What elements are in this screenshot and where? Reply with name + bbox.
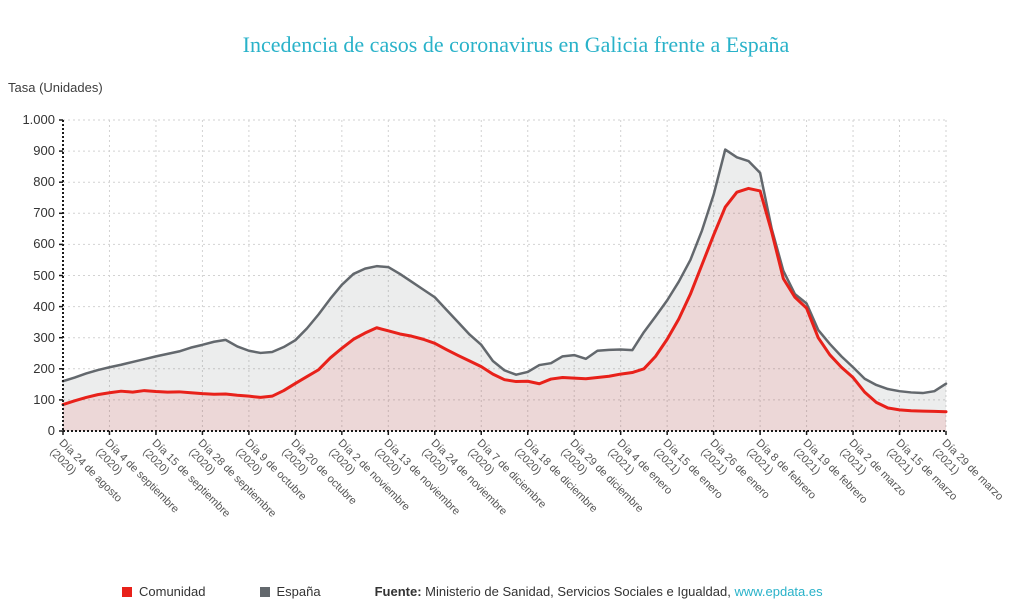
espana-swatch-icon (259, 586, 270, 597)
y-tick-label: 900 (33, 143, 55, 159)
epdata-link[interactable]: www.epdata.es (734, 584, 823, 599)
y-tick-label: 1.000 (22, 112, 55, 127)
y-tick-label: 700 (33, 205, 55, 221)
source-text: Ministerio de Sanidad, Servicios Sociale… (421, 584, 735, 599)
legend-label-espana: España (276, 584, 321, 599)
series-line-españa[interactable] (61, 148, 948, 395)
bottom-row: Comunidad España Fuente: Ministerio de S… (122, 584, 823, 599)
y-tick-label: 600 (33, 236, 55, 252)
y-axis-title: Tasa (Unidades) (8, 80, 103, 95)
chart-title: Incedencia de casos de coronavirus en Ga… (242, 32, 790, 57)
legend-item-espana[interactable]: España (259, 584, 321, 599)
source-label: Fuente: (374, 584, 422, 599)
y-tick-label: 0 (47, 423, 55, 438)
series-line-comunidad[interactable] (61, 186, 948, 414)
series-area-españa (63, 149, 946, 432)
y-tick-label: 300 (33, 329, 55, 345)
source-attribution: Fuente: Ministerio de Sanidad, Servicios… (375, 584, 823, 599)
legend-item-comunidad[interactable]: Comunidad (122, 584, 206, 599)
y-tick-label: 200 (33, 360, 55, 376)
y-tick-label: 100 (33, 391, 55, 407)
comunidad-swatch-icon (122, 586, 132, 597)
y-tick-label: 800 (33, 174, 55, 190)
legend-label-comunidad: Comunidad (139, 584, 206, 599)
y-tick-label: 500 (33, 267, 55, 283)
y-tick-label: 400 (33, 298, 55, 314)
series-area-comunidad (63, 188, 946, 431)
